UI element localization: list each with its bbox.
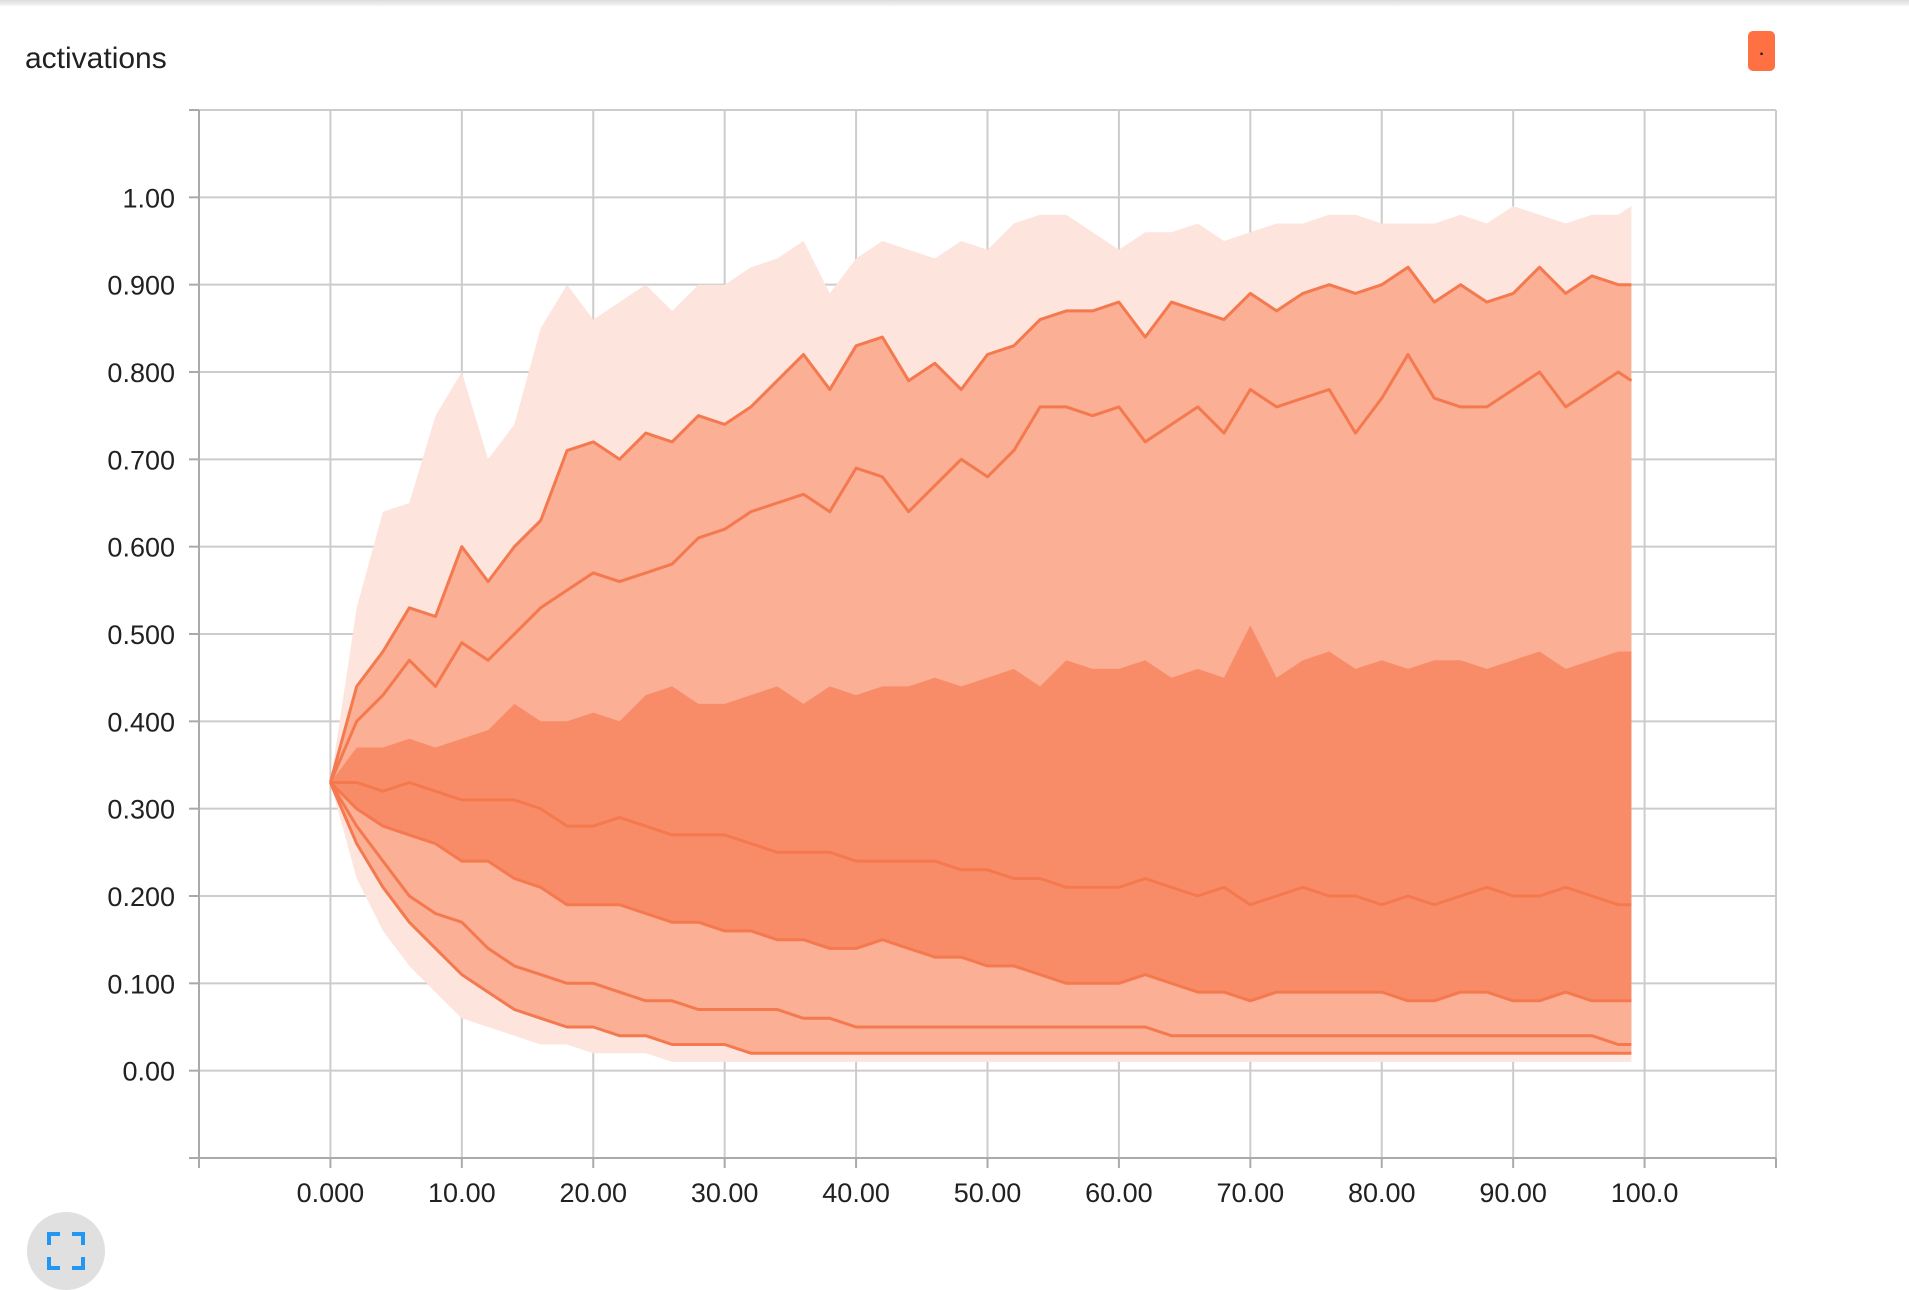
x-tick-label: 80.00	[1348, 1178, 1416, 1208]
chart-bands	[330, 206, 1632, 1062]
fullscreen-expand-icon	[47, 1232, 85, 1270]
x-tick-label: 20.00	[559, 1178, 627, 1208]
percentile-line	[328, 265, 1632, 783]
x-tick-label: 0.000	[297, 1178, 365, 1208]
y-tick-label: 0.200	[107, 882, 175, 912]
y-tick-label: 0.100	[107, 969, 175, 999]
card-title: activations	[25, 42, 167, 75]
x-tick-label: 10.00	[428, 1178, 496, 1208]
percentile-line	[329, 781, 1632, 1003]
x-tick-label: 100.0	[1611, 1178, 1679, 1208]
percentile-line	[329, 781, 1632, 1046]
run-color-chip[interactable]: .	[1748, 31, 1775, 71]
y-tick-label: 0.300	[107, 795, 175, 825]
x-tick-label: 60.00	[1085, 1178, 1153, 1208]
chart-axes	[189, 109, 1777, 1168]
percentile-line	[329, 781, 1632, 1055]
x-tick-label: 30.00	[691, 1178, 759, 1208]
y-tick-label: 0.400	[107, 707, 175, 737]
percentile-line	[330, 781, 1632, 907]
y-tick-label: 0.900	[107, 271, 175, 301]
top-shadow-bar	[0, 0, 1909, 6]
x-tick-label: 70.00	[1217, 1178, 1285, 1208]
x-tick-label: 40.00	[822, 1178, 890, 1208]
expand-chart-button[interactable]	[27, 1212, 105, 1290]
x-axis-ticks: 0.000 10.00 20.00 30.00 40.00 50.00 60.00 70.00…	[297, 1178, 1679, 1208]
y-axis-ticks: 0.00 0.100 0.200 0.300 0.400 0.500 0.600 0.700 0…	[107, 183, 175, 1086]
y-tick-label: 0.800	[107, 358, 175, 388]
percentile-line	[329, 353, 1633, 784]
chart-lines	[328, 265, 1633, 1055]
y-tick-label: 0.00	[122, 1057, 175, 1087]
y-tick-label: 1.00	[122, 183, 175, 213]
y-tick-label: 0.700	[107, 445, 175, 475]
y-tick-label: 0.600	[107, 533, 175, 563]
band-inner	[330, 625, 1632, 1001]
x-tick-label: 90.00	[1479, 1178, 1547, 1208]
x-tick-label: 50.00	[954, 1178, 1022, 1208]
y-tick-label: 0.500	[107, 620, 175, 650]
